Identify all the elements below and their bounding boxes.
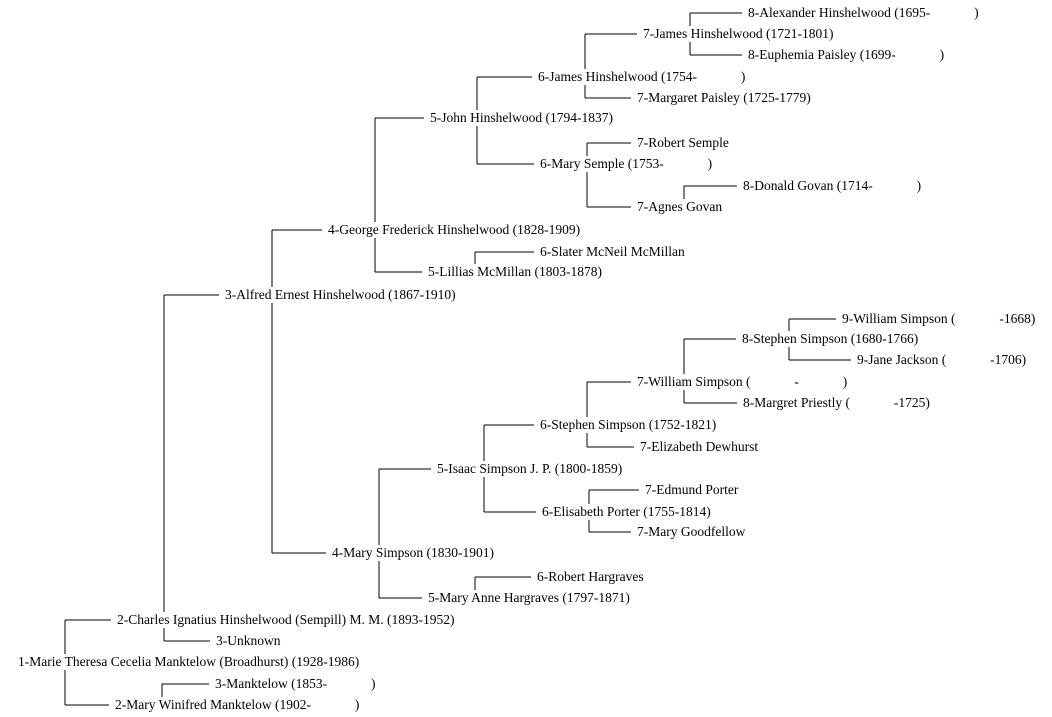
person-label: 4-Mary Simpson (1830-1901) (332, 545, 496, 561)
person-label: 3-Alfred Ernest Hinshelwood (1867-1910) (225, 287, 458, 303)
person-label: 1-Marie Theresa Cecelia Manktelow (Broad… (18, 654, 362, 670)
person-label: 9-Jane Jackson ( -1706) (857, 352, 1029, 368)
person-label: 7-Elizabeth Dewhurst (640, 439, 761, 455)
person-label: 7-Agnes Govan (637, 199, 725, 215)
person-label: 6-Slater McNeil McMillan (540, 244, 687, 260)
person-label: 3-Unknown (216, 633, 283, 649)
person-label: 5-John Hinshelwood (1794-1837) (430, 110, 615, 126)
person-label: 8-Donald Govan (1714- ) (743, 178, 924, 194)
person-label: 7-Robert Semple (637, 135, 731, 151)
person-label: 9-William Simpson ( -1668) (842, 311, 1038, 327)
person-label: 6-Mary Semple (1753- ) (540, 156, 715, 172)
person-label: 3-Manktelow (1853- ) (215, 676, 378, 692)
person-label: 5-Isaac Simpson J. P. (1800-1859) (437, 461, 625, 477)
person-label: 8-Margret Priestly ( -1725) (743, 395, 932, 411)
person-label: 6-Stephen Simpson (1752-1821) (540, 417, 719, 433)
person-label: 7-Edmund Porter (645, 482, 741, 498)
person-label: 7-James Hinshelwood (1721-1801) (643, 26, 836, 42)
person-label: 6-James Hinshelwood (1754- ) (538, 69, 748, 85)
person-label: 8-Alexander Hinshelwood (1695- ) (748, 5, 981, 21)
person-label: 2-Mary Winifred Manktelow (1902- ) (115, 697, 362, 713)
person-label: 7-Margaret Paisley (1725-1779) (637, 90, 813, 106)
person-label: 6-Elisabeth Porter (1755-1814) (542, 504, 713, 520)
person-label: 5-Lillias McMillan (1803-1878) (428, 264, 604, 280)
person-label: 4-George Frederick Hinshelwood (1828-190… (328, 222, 583, 238)
person-label: 2-Charles Ignatius Hinshelwood (Sempill)… (117, 612, 457, 628)
person-label: 7-Mary Goodfellow (637, 524, 748, 540)
person-label: 7-William Simpson ( - ) (637, 374, 850, 390)
person-label: 8-Euphemia Paisley (1699- ) (748, 47, 947, 63)
person-label: 6-Robert Hargraves (537, 569, 646, 585)
person-label: 8-Stephen Simpson (1680-1766) (742, 331, 921, 347)
person-label: 5-Mary Anne Hargraves (1797-1871) (428, 590, 632, 606)
